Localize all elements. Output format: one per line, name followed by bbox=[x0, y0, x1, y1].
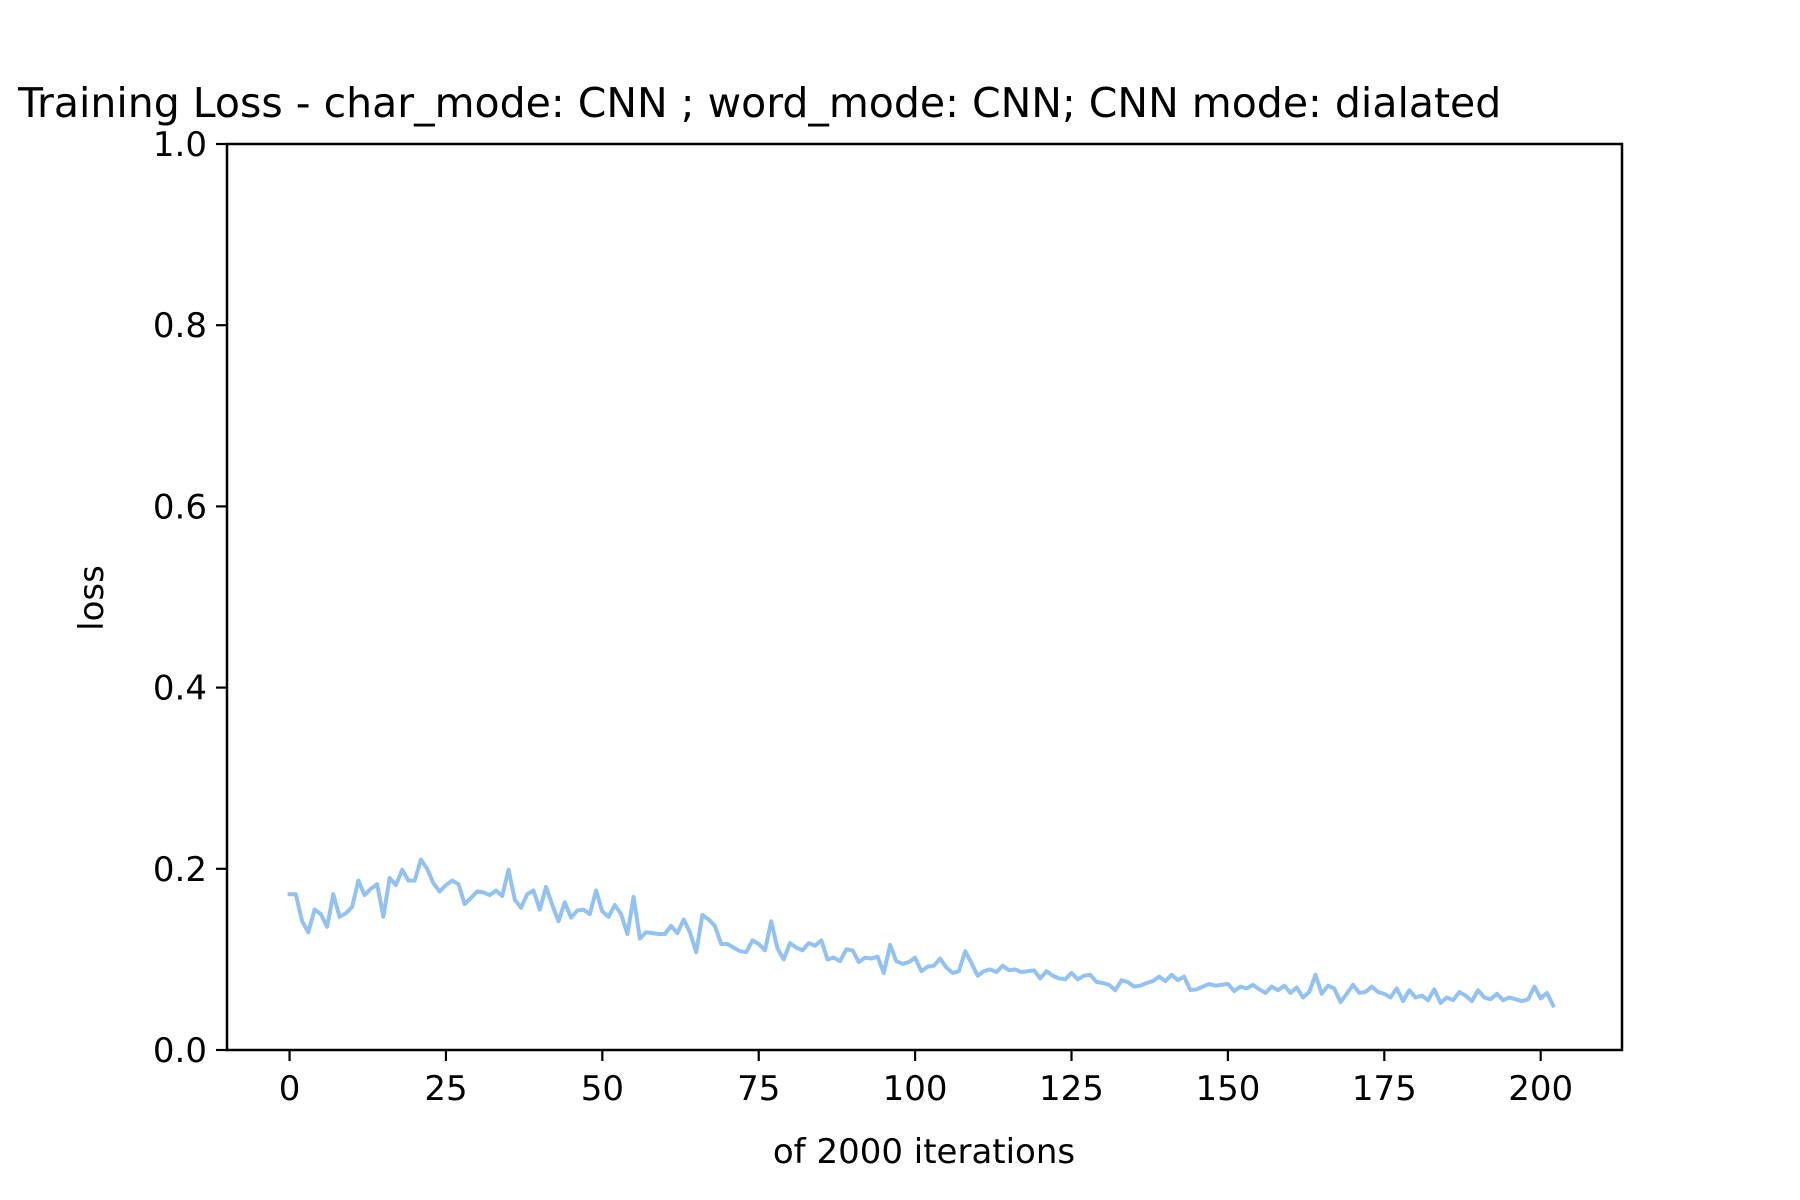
y-tick-label: 0.2 bbox=[153, 850, 207, 890]
x-axis-label: of 2000 iterations bbox=[773, 1132, 1075, 1172]
y-axis-label: loss bbox=[72, 565, 112, 631]
x-tick-label: 100 bbox=[883, 1069, 948, 1109]
x-tick-label: 50 bbox=[581, 1069, 624, 1109]
y-tick-label: 1.0 bbox=[153, 125, 207, 165]
x-axis-ticks: 0 25 50 75 100 125 150 175 200 bbox=[279, 1050, 1573, 1109]
y-tick-label: 0.8 bbox=[153, 306, 207, 346]
y-tick-label: 0.6 bbox=[153, 487, 207, 527]
x-tick-label: 200 bbox=[1508, 1069, 1573, 1109]
x-tick-label: 150 bbox=[1195, 1069, 1260, 1109]
y-axis-ticks: 0.0 0.2 0.4 0.6 0.8 1.0 bbox=[153, 125, 227, 1071]
series-layer bbox=[287, 857, 1556, 1009]
axes-frame bbox=[225, 142, 1624, 1052]
x-tick-label: 175 bbox=[1352, 1069, 1417, 1109]
loss-series-line bbox=[287, 857, 1556, 1009]
y-tick-label: 0.0 bbox=[153, 1031, 207, 1071]
y-tick-label: 0.4 bbox=[153, 669, 207, 709]
x-tick-label: 0 bbox=[279, 1069, 301, 1109]
x-tick-label: 125 bbox=[1039, 1069, 1104, 1109]
x-tick-label: 25 bbox=[424, 1069, 467, 1109]
plot-area bbox=[227, 144, 1622, 1050]
chart-title: Training Loss - char_mode: CNN ; word_mo… bbox=[17, 79, 1501, 127]
x-tick-label: 75 bbox=[737, 1069, 780, 1109]
